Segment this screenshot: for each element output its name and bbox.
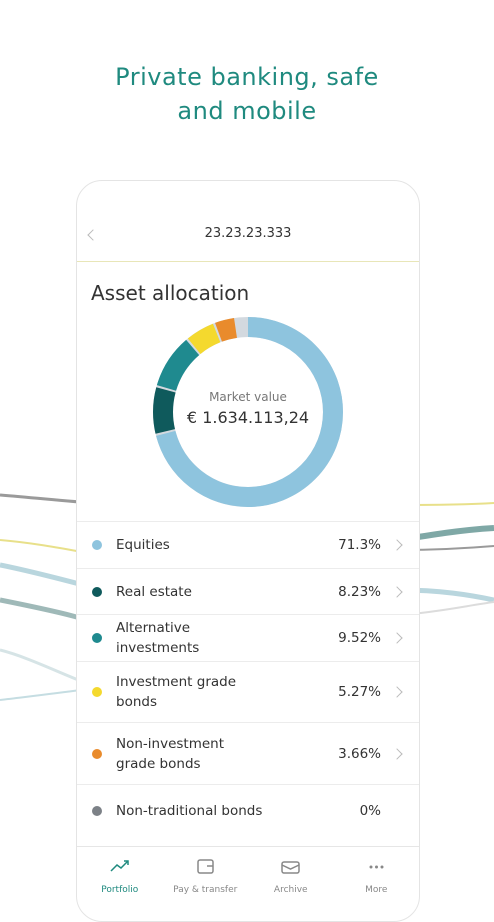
tab-label: More — [365, 885, 388, 895]
row-label: Real estate — [116, 583, 192, 600]
section-title: Asset allocation — [91, 281, 250, 305]
page: Private banking, safe and mobile 23.23.2… — [0, 60, 494, 922]
list-row[interactable]: Equities 71.3% — [77, 521, 419, 568]
row-label: Investment grade bonds — [116, 674, 237, 710]
tab[interactable]: More — [334, 847, 420, 907]
allocation-list: Equities 71.3% Real estate 8.23% Alternative… — [77, 521, 419, 837]
center-label: Market value — [209, 390, 287, 404]
row-value: 9.52% — [338, 630, 381, 646]
chevron — [391, 539, 403, 551]
row-label: Non-traditional bonds — [116, 803, 263, 819]
tab-icon — [281, 861, 300, 874]
legend-dot — [92, 687, 102, 697]
chevron — [391, 747, 403, 760]
donut-segment — [153, 317, 343, 507]
divider — [77, 261, 419, 262]
list-row[interactable]: Real estate 8.23% — [77, 568, 419, 614]
tab[interactable]: Pay & transfer — [163, 847, 249, 907]
tab-bar: Portfolio Pay & transfer Archive More — [77, 846, 419, 907]
tab-icon — [110, 860, 129, 872]
legend-dot — [92, 633, 102, 643]
row-label: Alternative investments — [116, 620, 200, 656]
legend-dot — [92, 748, 102, 759]
row-value: 71.3% — [338, 537, 381, 553]
legend-dot — [92, 540, 102, 550]
list-row[interactable]: Non-traditional bonds 0% — [77, 784, 419, 837]
tab-icon — [197, 859, 214, 874]
row-value: 8.23% — [338, 583, 381, 600]
row-value: 5.27% — [338, 684, 381, 700]
tab-label: Archive — [273, 885, 308, 895]
legend-dot — [92, 806, 102, 816]
phone-frame: 23.23.23.333 Asset allocation € 1.634.11… — [76, 180, 420, 922]
list-row[interactable]: Investment grade bonds 5.27% — [77, 661, 419, 722]
account-number: 23.23.23.333 — [204, 226, 292, 241]
row-label: Non-investment grade bonds — [116, 735, 225, 772]
row-label: Equities — [116, 537, 170, 553]
row-value: 3.66% — [338, 745, 381, 762]
donut-chart: € 1.634.113,24 Market value — [153, 317, 343, 507]
tab-label: Pay & transfer — [173, 885, 238, 895]
list-row[interactable]: Alternative investments 9.52% — [77, 614, 419, 661]
headline-line: Private banking, safe — [115, 63, 379, 91]
tab-icon — [369, 865, 384, 869]
legend-dot — [92, 586, 102, 597]
list-row[interactable]: Non-investment grade bonds 3.66% — [77, 722, 419, 784]
center-value: € 1.634.113,24 — [187, 408, 309, 427]
tab-label: Portfolio — [101, 885, 139, 895]
tab[interactable]: Portfolio — [77, 847, 163, 907]
headline: Private banking, safe and mobile — [0, 60, 494, 128]
chevron — [391, 632, 403, 644]
row-value: 0% — [359, 803, 381, 819]
chevron — [391, 686, 403, 698]
donut-segment — [153, 317, 343, 507]
tab[interactable]: Archive — [248, 847, 334, 907]
headline-line: and mobile — [177, 97, 317, 125]
chevron — [391, 585, 403, 598]
